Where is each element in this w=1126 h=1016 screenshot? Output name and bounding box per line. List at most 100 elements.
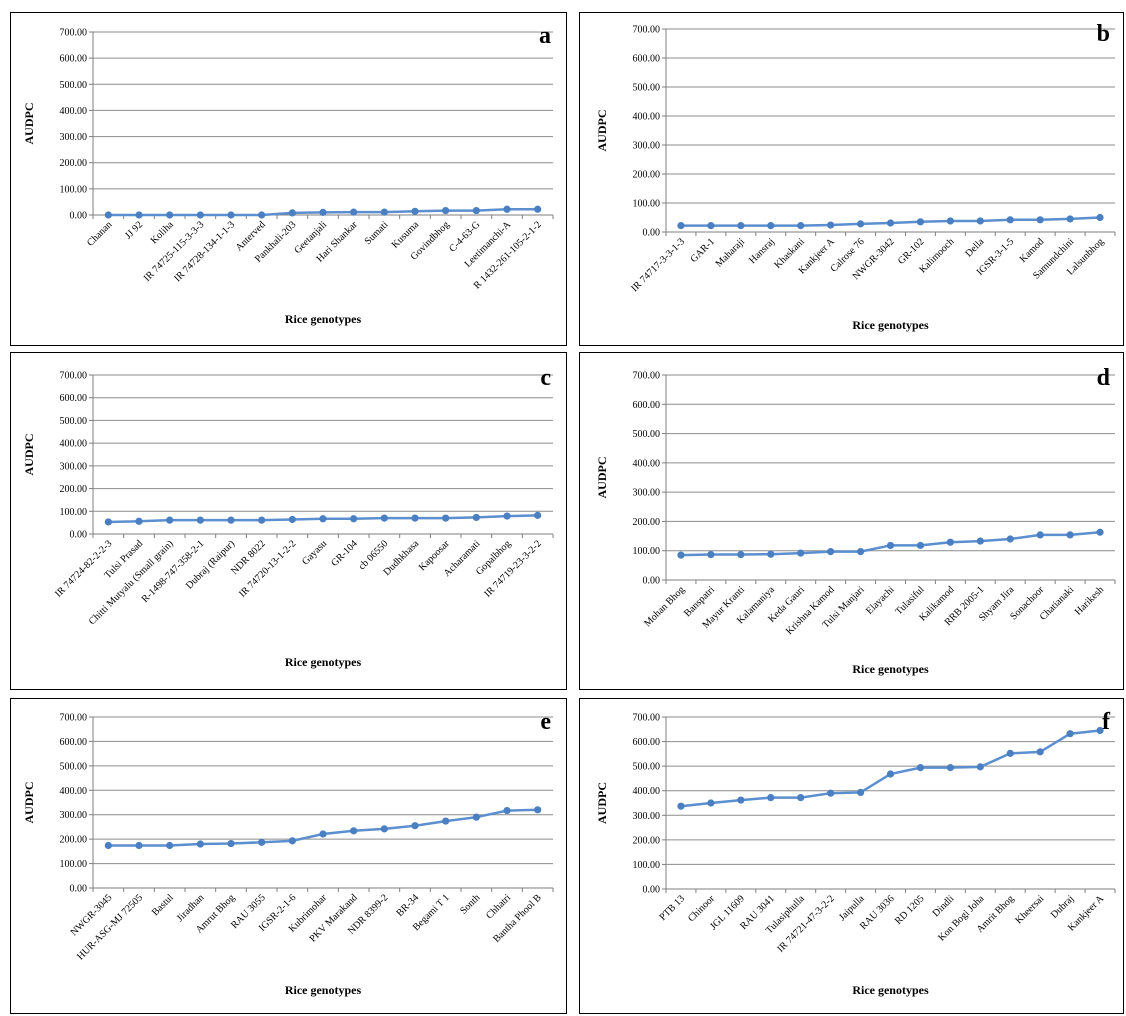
chart-a-panel-letter: a [539,23,551,49]
chart-b-data-point [946,217,954,225]
chart-b-y-tick-label: 200.00 [633,170,661,181]
chart-panel-c: 0.00 100.00 200.00 300.00 400.00 500.00 600.00… [10,352,567,690]
chart-b-panel-letter: b [1097,21,1110,47]
chart-f-data-point [1036,748,1044,756]
chart-b-data-point [1006,216,1014,224]
chart-b-data-point [976,217,984,225]
chart-e-y-tick-label: 700.00 [60,713,88,724]
chart-f-y-tick-label: 600.00 [633,737,661,748]
chart-b-data-point [737,222,745,230]
chart-a-data-point [135,211,143,219]
chart-c-y-tick-label: 0.00 [70,530,88,541]
chart-d-data-point [1096,528,1104,536]
chart-panel-f: 0.00 100.00 200.00 300.00 400.00 500.00 600.00… [579,698,1124,1014]
chart-b-data-point [1096,213,1104,222]
chart-f-data-point [797,793,805,802]
chart-svg-c: 0.00 100.00 200.00 300.00 400.00 500.00 600.00… [22,365,554,669]
chart-e-y-tick-label: 100.00 [60,859,88,870]
chart-d-y-tick-label: 500.00 [633,429,661,440]
chart-a-data-point [534,205,542,213]
chart-c-y-axis-title: AUDPC [22,434,36,476]
chart-d-y-tick-label: 600.00 [633,400,661,411]
chart-panel-d: 0.00 100.00 200.00 300.00 400.00 500.00 600.00… [579,352,1124,690]
chart-a-data-point [166,211,174,219]
chart-a-data-point [288,209,296,217]
chart-d-y-tick-label: 400.00 [633,458,661,469]
chart-e-data-point [319,830,327,838]
chart-e-data-point [104,841,112,850]
chart-a-y-tick-label: 200.00 [60,158,88,169]
chart-c-x-tick-label: IR 74719-23-3-2-2 [482,538,543,599]
chart-a-data-point [350,208,358,216]
chart-b-data-point [1066,215,1074,223]
chart-d-data-point [1066,531,1074,539]
chart-f-y-axis-title: AUDPC [595,782,609,824]
chart-a-x-tick-label: Chanan [85,219,114,248]
chart-e-y-tick-label: 600.00 [60,737,88,748]
chart-c-y-tick-label: 100.00 [60,507,88,518]
chart-e-data-point [196,840,204,848]
chart-a-x-tick-label: IR 74728-134-1-1-3 [172,219,237,284]
chart-d-data-point [797,549,805,557]
chart-e-data-point [411,822,419,830]
chart-e-data-point [227,839,235,848]
chart-e-data-point [135,841,143,850]
chart-f-x-tick-label: IR 74721-47-3-2-2 [775,893,836,954]
chart-e-data-point [534,806,542,814]
chart-a-y-tick-label: 100.00 [60,184,88,195]
chart-a-y-tick-label: 400.00 [60,106,88,117]
chart-c-data-point [442,514,450,522]
chart-e-data-point [503,806,511,815]
chart-b-y-axis-title: AUDPC [595,110,609,152]
chart-f-y-tick-label: 200.00 [633,835,661,846]
chart-b-data-point [856,220,865,228]
chart-f-data-point [976,763,984,771]
chart-a-y-tick-label: 600.00 [60,54,88,65]
chart-svg-f: 0.00 100.00 200.00 300.00 400.00 500.00 600.00… [595,709,1116,997]
chart-d-panel-letter: d [1097,365,1111,391]
chart-f-x-tick-label: PTB 13 [658,893,688,923]
chart-c-x-tick-label: Gayasu [300,538,329,567]
chart-c-data-point [258,516,266,524]
chart-b-x-tick-label: Kamod [1018,236,1047,265]
chart-svg-a: 0.00 100.00 200.00 300.00 400.00 500.00 600.00… [22,23,554,326]
chart-f-data-point [1096,726,1104,735]
chart-e-data-point [380,825,388,833]
chart-f-x-tick-label: Dindli [931,893,957,919]
chart-b-y-tick-label: 500.00 [633,83,661,94]
chart-d-x-axis-title: Rice genotypes [852,662,929,676]
chart-d-data-point [767,550,775,558]
chart-b-x-tick-label: Della [963,236,986,259]
chart-d-x-tick-label: Harikesh [1073,584,1106,617]
chart-e-x-axis-title: Rice genotypes [285,983,362,997]
chart-panel-b: 0.00 100.00 200.00 300.00 400.00 500.00 600.00… [579,12,1124,346]
chart-e-panel-letter: e [540,709,551,735]
chart-e-data-point [288,837,296,845]
chart-e-y-axis-title: AUDPC [22,782,36,824]
chart-c-x-tick-label: GR-104 [329,538,360,569]
chart-e-data-point [472,813,480,821]
chart-e-data-point [258,838,266,846]
chart-d-data-point [677,551,685,559]
chart-a-x-tick-label: Sumati [363,219,391,247]
chart-b-y-tick-label: 0.00 [643,228,661,239]
chart-c-y-tick-label: 200.00 [60,484,88,495]
chart-f-data-point [946,764,954,772]
chart-b-data-point [916,218,925,226]
chart-a-data-point [258,211,266,219]
chart-b-data-point [797,222,805,230]
chart-a-data-point [196,211,204,219]
chart-e-y-tick-label: 400.00 [60,786,88,797]
chart-f-y-tick-label: 400.00 [633,786,661,797]
chart-b-x-tick-label: IR 74717-3-3-1-3 [629,236,687,294]
chart-e-x-tick-label: Bastul [150,892,176,918]
chart-e-x-tick-label: Sonth [458,892,482,916]
chart-d-data-point [707,550,715,559]
chart-svg-e: 0.00 100.00 200.00 300.00 400.00 500.00 600.00… [22,709,554,997]
chart-d-data-point [737,550,745,559]
chart-c-data-point [319,515,327,523]
chart-f-data-point [886,770,895,778]
chart-d-y-axis-title: AUDPC [595,457,609,499]
chart-d-y-tick-label: 100.00 [633,546,661,557]
chart-e-y-tick-label: 500.00 [60,761,88,772]
